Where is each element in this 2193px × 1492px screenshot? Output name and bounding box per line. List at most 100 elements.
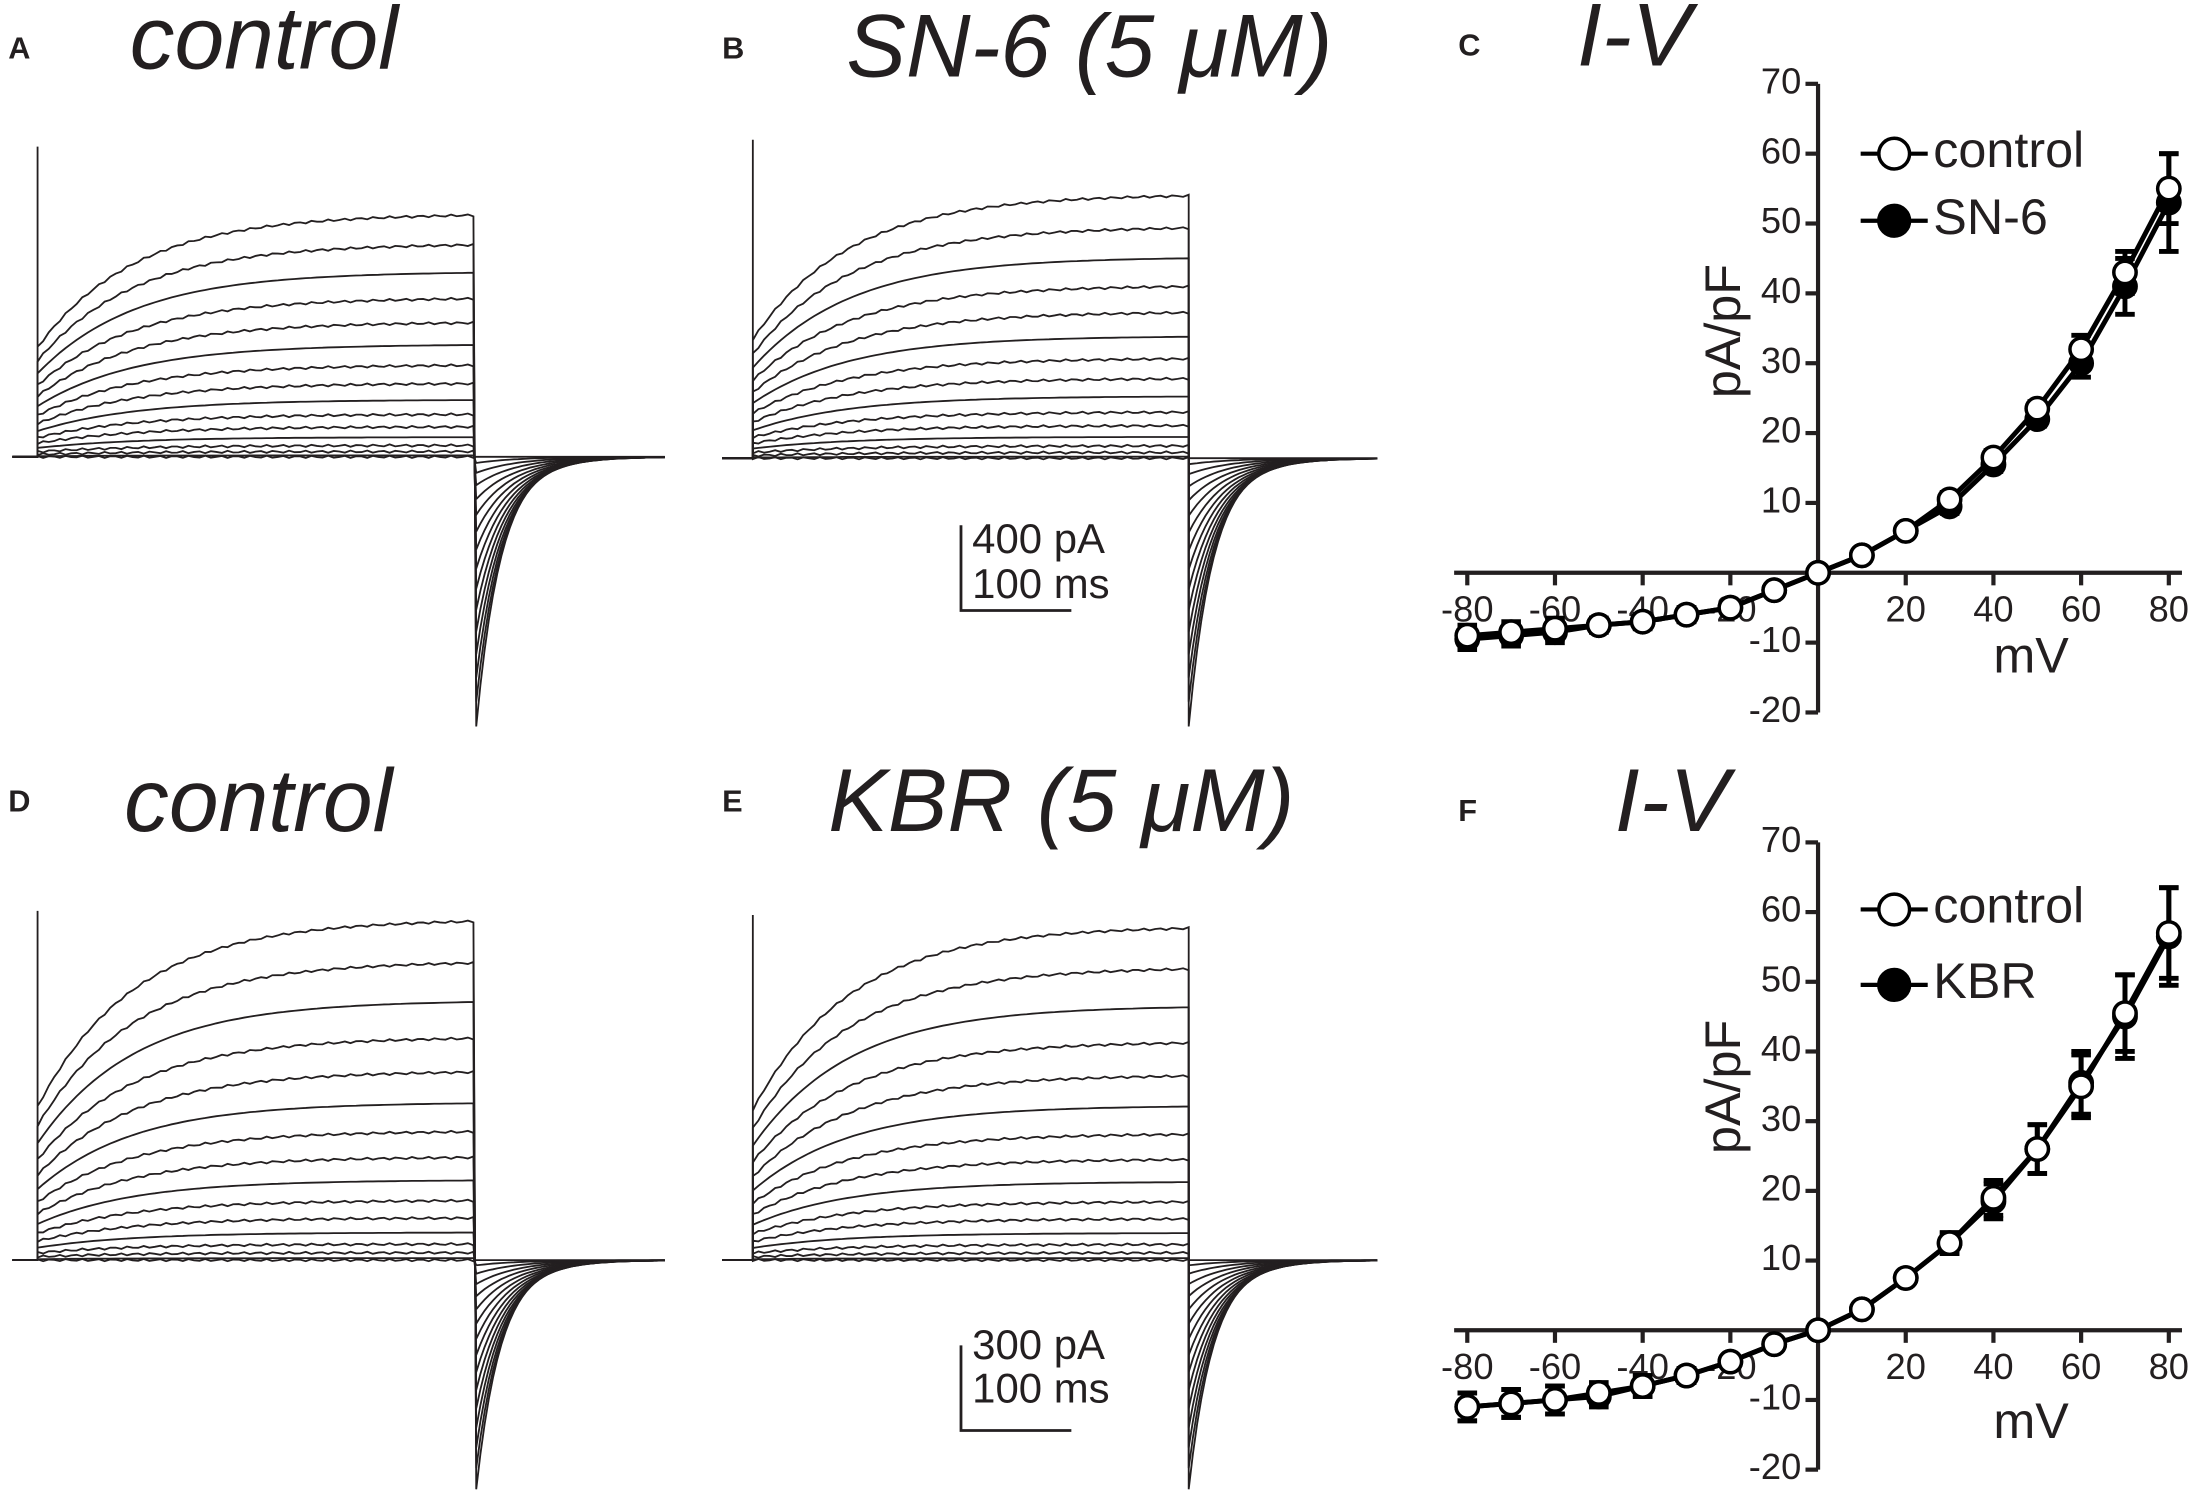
legend-label: control	[1933, 121, 2084, 178]
panel-letter: E	[722, 783, 743, 818]
data-point	[1848, 1296, 1875, 1323]
x-axis-label: mV	[1993, 627, 2069, 684]
data-point	[1892, 517, 1919, 544]
data-point	[1761, 1331, 1788, 1358]
trace	[12, 424, 665, 518]
y-axis-label: pA/pF	[1694, 264, 1751, 398]
data-point	[1717, 1348, 1744, 1375]
x-tick-label: -80	[1441, 588, 1493, 629]
panel-letter: B	[722, 30, 744, 65]
data-point	[1673, 601, 1700, 628]
trace	[12, 271, 665, 678]
scale-label: 100 ms	[972, 560, 1109, 607]
data-point	[1498, 1390, 1525, 1417]
current-traces	[12, 146, 665, 727]
x-tick-label: 80	[2149, 588, 2189, 629]
y-tick-label: -10	[1749, 1377, 1801, 1418]
y-tick-label: 20	[1761, 410, 1801, 451]
x-tick-label: 20	[1886, 588, 1926, 629]
y-tick-label: 10	[1761, 480, 1801, 521]
data-point	[1980, 1184, 2007, 1211]
trace	[12, 454, 665, 465]
y-tick-label: -20	[1749, 1446, 1801, 1487]
data-point	[1585, 1380, 1612, 1406]
data-point	[1848, 542, 1875, 569]
y-tick-label: 40	[1761, 270, 1801, 311]
data-point	[1673, 1362, 1700, 1389]
x-tick-label: 40	[1973, 1346, 2013, 1387]
y-tick-label: 30	[1761, 340, 1801, 381]
trace	[722, 443, 1378, 489]
trace	[12, 320, 665, 632]
y-tick-label: 40	[1761, 1028, 1801, 1069]
data-point	[1936, 486, 1963, 513]
data-point	[2112, 259, 2138, 286]
data-point	[2024, 1136, 2051, 1162]
scale-label: 400 pA	[972, 515, 1105, 562]
trace	[12, 1129, 665, 1373]
trace	[12, 412, 665, 532]
trace	[722, 139, 1378, 727]
data-point	[1980, 444, 2007, 471]
panel-letter: F	[1458, 793, 1477, 828]
data-point	[1629, 1373, 1656, 1399]
panel-title: KBR (5 μM)	[828, 750, 1294, 850]
trace	[722, 915, 1378, 1490]
scale-label: 300 pA	[972, 1321, 1105, 1368]
current-traces	[12, 910, 665, 1490]
legend-marker	[1877, 136, 1912, 171]
legend-label: control	[1933, 877, 2084, 934]
data-point	[2155, 175, 2182, 202]
trace	[722, 450, 1378, 476]
x-tick-label: 60	[2061, 1346, 2101, 1387]
y-tick-label: 60	[1761, 889, 1801, 930]
trace	[12, 910, 665, 1490]
current-traces	[722, 915, 1378, 1490]
legend-label: SN-6	[1933, 188, 2048, 245]
panel-letter: D	[8, 783, 30, 818]
y-tick-label: 70	[1761, 60, 1801, 101]
data-point	[1498, 619, 1525, 646]
y-tick-label: 60	[1761, 130, 1801, 171]
y-tick-label: 50	[1761, 200, 1801, 241]
x-tick-label: 20	[1886, 1346, 1926, 1387]
data-point	[1585, 612, 1612, 639]
x-tick-label: 40	[1973, 588, 2013, 629]
trace	[12, 242, 665, 702]
legend-marker	[1877, 892, 1912, 927]
x-tick-label: 80	[2149, 1346, 2189, 1387]
trace	[722, 423, 1378, 517]
legend-marker	[1877, 203, 1912, 238]
data-point	[1936, 1230, 1963, 1257]
x-axis-label: mV	[1993, 1392, 2069, 1449]
trace	[12, 296, 665, 655]
data-point	[1761, 577, 1788, 604]
scale-bar	[959, 525, 1072, 1432]
y-tick-label: -10	[1749, 619, 1801, 660]
trace	[12, 399, 665, 550]
scale-label: 100 ms	[972, 1364, 1109, 1411]
trace	[12, 381, 665, 569]
trace	[12, 1001, 665, 1448]
y-tick-label: -20	[1749, 689, 1801, 730]
chart-title: I-V	[1577, 0, 1699, 85]
data-point	[1892, 1265, 1919, 1291]
x-tick-label: -60	[1529, 1346, 1581, 1387]
data-point	[2112, 1000, 2138, 1027]
chart-title: I-V	[1615, 750, 1737, 850]
data-point	[1805, 559, 1831, 586]
y-axis-label: pA/pF	[1694, 1020, 1751, 1154]
data-point	[1629, 608, 1656, 635]
panel-letter: C	[1458, 28, 1480, 63]
trace	[722, 436, 1378, 503]
y-tick-label: 30	[1761, 1098, 1801, 1139]
legend-marker	[1877, 967, 1912, 1003]
trace	[12, 146, 665, 727]
current-traces	[722, 139, 1378, 727]
data-point	[2155, 920, 2182, 946]
data-point	[1542, 615, 1568, 642]
trace	[12, 1102, 665, 1391]
y-tick-label: 20	[1761, 1167, 1801, 1208]
y-tick-label: 50	[1761, 958, 1801, 999]
